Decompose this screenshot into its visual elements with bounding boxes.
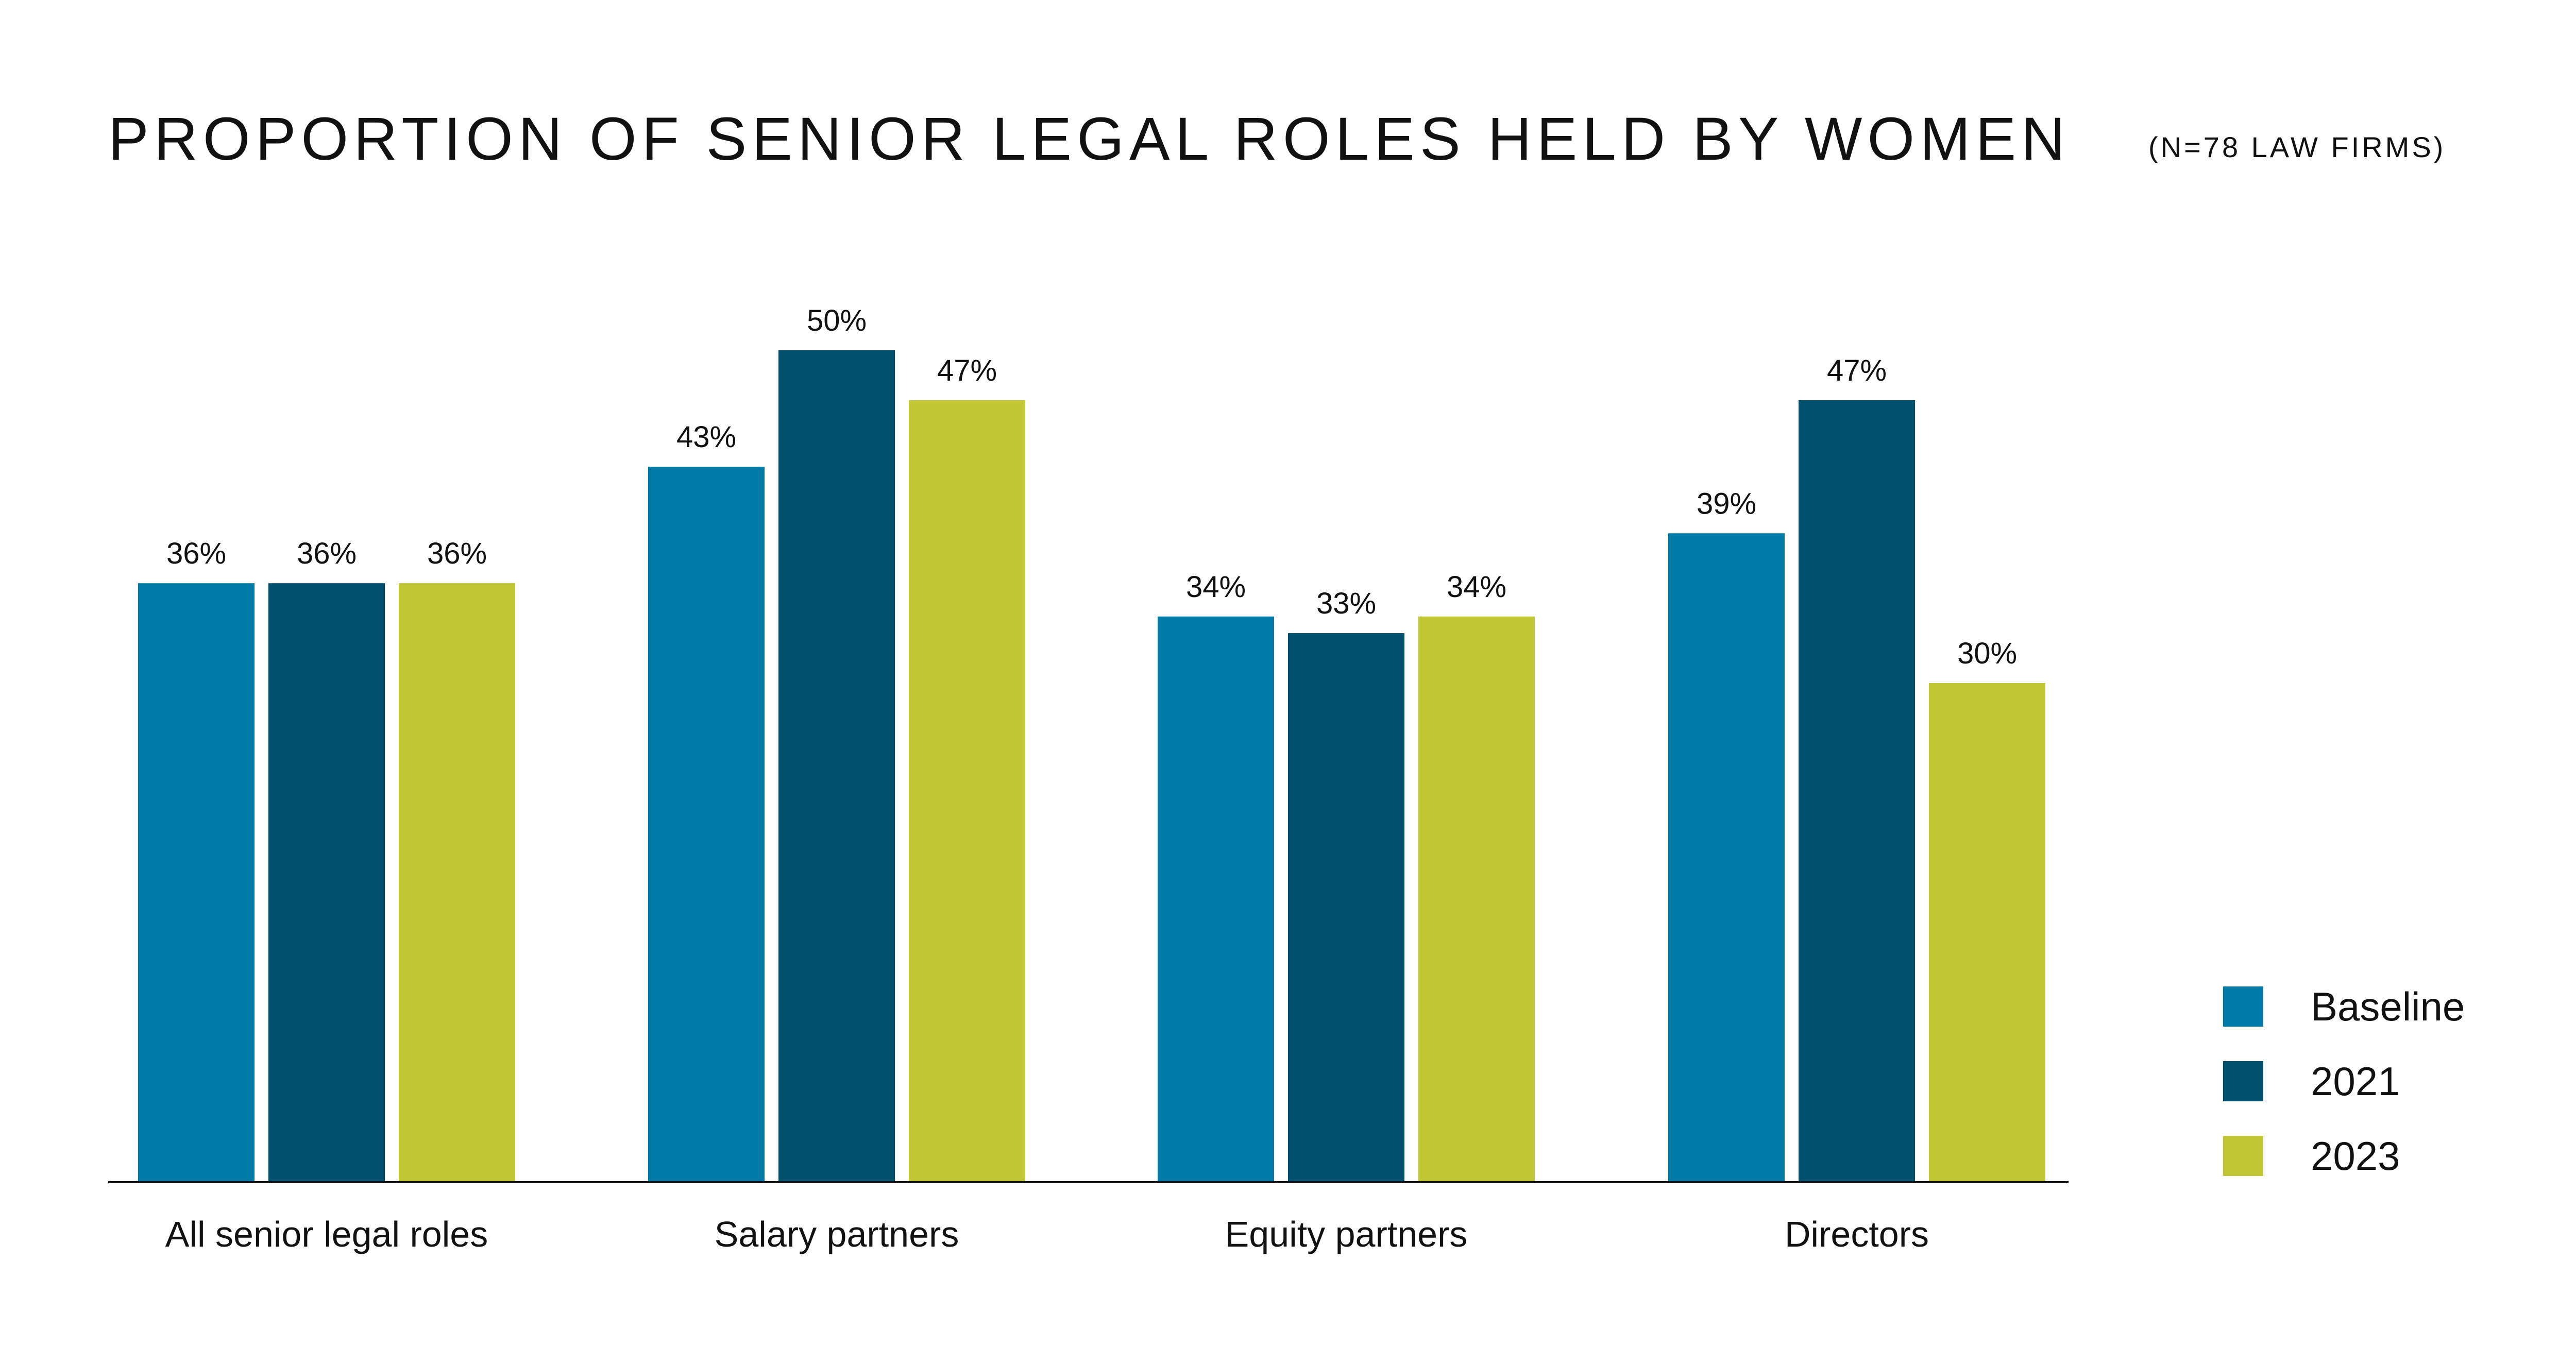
category-label-all-senior-legal-roles: All senior legal roles [165,1214,488,1254]
value-label-all-senior-legal-roles-baseline: 36% [166,537,226,570]
value-label-equity-partners-baseline: 34% [1186,570,1246,604]
bar-equity-partners-2021 [1288,633,1404,1182]
bar-all-senior-legal-roles-2021 [268,583,385,1182]
bar-equity-partners-baseline [1158,616,1274,1182]
value-labels-group: 36% 36% 36% 43% 50% 47% 34% 33% 34% 39% 47% 30% [166,304,2017,670]
value-label-equity-partners-2023: 34% [1447,570,1506,604]
legend-label-2023: 2023 [2311,1133,2400,1179]
value-label-directors-2023: 30% [1957,637,2017,670]
value-label-salary-partners-baseline: 43% [676,420,736,454]
value-label-directors-baseline: 39% [1697,487,1756,520]
bar-salary-partners-2021 [778,350,895,1182]
bar-salary-partners-2023 [909,400,1025,1182]
value-label-all-senior-legal-roles-2021: 36% [297,537,357,570]
bars-group [138,350,2045,1182]
bar-directors-baseline [1668,533,1785,1182]
legend-swatch-baseline [2223,986,2263,1027]
value-label-salary-partners-2021: 50% [807,304,867,337]
legend: Baseline 2021 2023 [2223,984,2465,1179]
bar-directors-2023 [1929,683,2045,1182]
category-label-directors: Directors [1785,1214,1929,1254]
legend-label-2021: 2021 [2311,1059,2400,1104]
value-label-directors-2021: 47% [1827,354,1887,387]
category-label-equity-partners: Equity partners [1225,1214,1468,1254]
chart-subtitle: (N=78 LAW FIRMS) [2148,131,2446,163]
category-labels-group: All senior legal roles Salary partners Equ… [165,1214,1929,1254]
value-label-all-senior-legal-roles-2023: 36% [427,537,487,570]
bar-all-senior-legal-roles-2023 [399,583,515,1182]
legend-swatch-2023 [2223,1136,2263,1176]
bar-all-senior-legal-roles-baseline [138,583,255,1182]
legend-label-baseline: Baseline [2311,984,2465,1029]
legend-swatch-2021 [2223,1061,2263,1101]
category-label-salary-partners: Salary partners [715,1214,959,1254]
value-label-salary-partners-2023: 47% [937,354,997,387]
chart-title: PROPORTION OF SENIOR LEGAL ROLES HELD BY… [108,105,2070,173]
bar-directors-2021 [1799,400,1915,1182]
bar-equity-partners-2023 [1418,616,1535,1182]
bar-salary-partners-baseline [648,467,765,1182]
value-label-equity-partners-2021: 33% [1316,587,1376,620]
